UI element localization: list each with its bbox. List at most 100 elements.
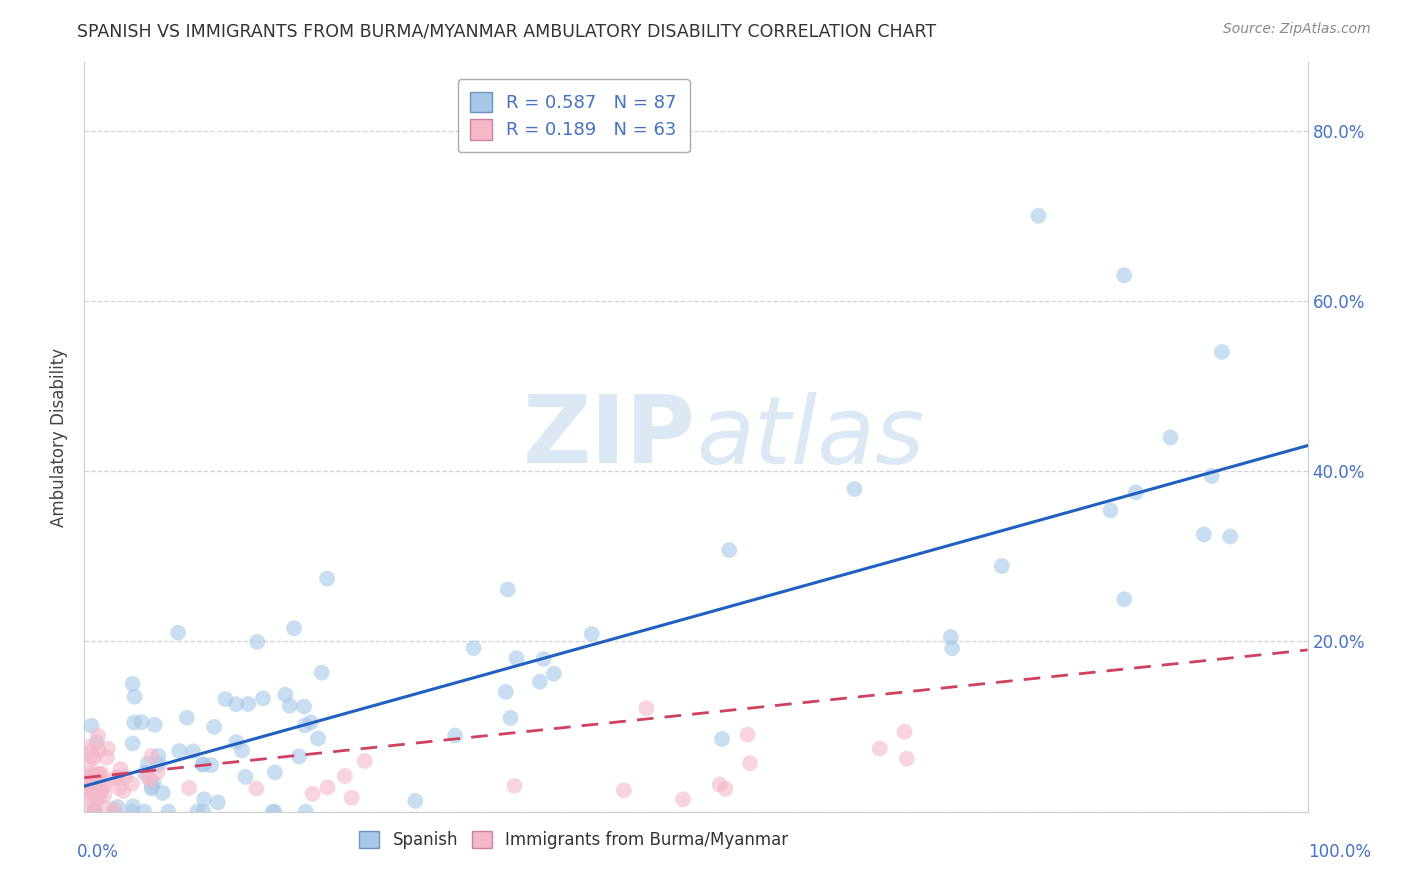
Point <box>157 805 180 819</box>
Point <box>131 715 153 730</box>
Point <box>463 641 485 656</box>
Point <box>77 786 100 800</box>
Point <box>294 805 316 819</box>
Point <box>83 770 105 784</box>
Point <box>107 770 129 784</box>
Point <box>141 781 163 796</box>
Point <box>672 792 695 806</box>
Point <box>294 718 316 732</box>
Point <box>869 741 891 756</box>
Point <box>299 715 322 730</box>
Point <box>1201 469 1223 483</box>
Point <box>246 635 269 649</box>
Point <box>177 780 200 795</box>
Point <box>121 776 143 790</box>
Point <box>288 749 311 764</box>
Point <box>114 770 136 784</box>
Point <box>93 789 115 803</box>
Point <box>340 790 363 805</box>
Point <box>142 775 165 789</box>
Point <box>709 777 731 791</box>
Point <box>89 790 111 805</box>
Point <box>316 572 339 586</box>
Point <box>264 765 287 780</box>
Point <box>191 757 214 772</box>
Text: 100.0%: 100.0% <box>1308 843 1371 861</box>
Point <box>529 674 551 689</box>
Point <box>87 766 110 780</box>
Point <box>738 756 761 771</box>
Point <box>495 685 517 699</box>
Point <box>148 749 170 764</box>
Point <box>225 698 247 712</box>
Point <box>893 724 915 739</box>
Point <box>193 805 215 819</box>
Point <box>1192 527 1215 541</box>
Point <box>146 765 169 780</box>
Point <box>533 652 555 666</box>
Point <box>77 770 100 784</box>
Point <box>718 543 741 558</box>
Point <box>152 786 174 800</box>
Y-axis label: Ambulatory Disability: Ambulatory Disability <box>51 348 69 526</box>
Point <box>108 781 131 796</box>
Point <box>112 784 135 798</box>
Point <box>714 781 737 796</box>
Point <box>263 805 285 819</box>
Point <box>134 805 156 819</box>
Text: atlas: atlas <box>696 392 924 483</box>
Point <box>202 720 225 734</box>
Point <box>79 767 101 781</box>
Point <box>143 718 166 732</box>
Point <box>176 711 198 725</box>
Point <box>200 758 222 772</box>
Point <box>83 771 105 785</box>
Point <box>274 688 297 702</box>
Point <box>87 769 110 783</box>
Point <box>84 802 107 816</box>
Point <box>311 665 333 680</box>
Point <box>1028 209 1050 223</box>
Point <box>82 749 104 764</box>
Point <box>941 641 963 656</box>
Text: Source: ZipAtlas.com: Source: ZipAtlas.com <box>1223 22 1371 37</box>
Point <box>83 805 105 819</box>
Point <box>79 784 101 798</box>
Point <box>1114 592 1136 607</box>
Point <box>87 729 110 743</box>
Point <box>136 771 159 785</box>
Point <box>231 743 253 757</box>
Point <box>283 621 305 635</box>
Point <box>301 787 323 801</box>
Point <box>238 697 260 711</box>
Point <box>613 783 636 797</box>
Point <box>110 762 132 776</box>
Point <box>307 731 329 746</box>
Point <box>121 805 143 819</box>
Point <box>103 802 125 816</box>
Point <box>1125 485 1147 500</box>
Point <box>89 767 111 781</box>
Point <box>245 781 267 796</box>
Point <box>167 625 190 640</box>
Text: 0.0%: 0.0% <box>77 843 120 861</box>
Point <box>939 630 962 644</box>
Point <box>77 739 100 754</box>
Point <box>543 666 565 681</box>
Point <box>1114 268 1136 283</box>
Point <box>80 784 103 798</box>
Point <box>93 780 115 794</box>
Point <box>167 744 190 758</box>
Point <box>134 765 156 780</box>
Point <box>207 796 229 810</box>
Point <box>193 757 215 772</box>
Point <box>235 770 257 784</box>
Point <box>93 778 115 792</box>
Point <box>121 677 143 691</box>
Point <box>84 791 107 805</box>
Point <box>79 780 101 794</box>
Point <box>444 729 467 743</box>
Point <box>186 805 208 819</box>
Point <box>333 769 356 783</box>
Point <box>96 750 118 764</box>
